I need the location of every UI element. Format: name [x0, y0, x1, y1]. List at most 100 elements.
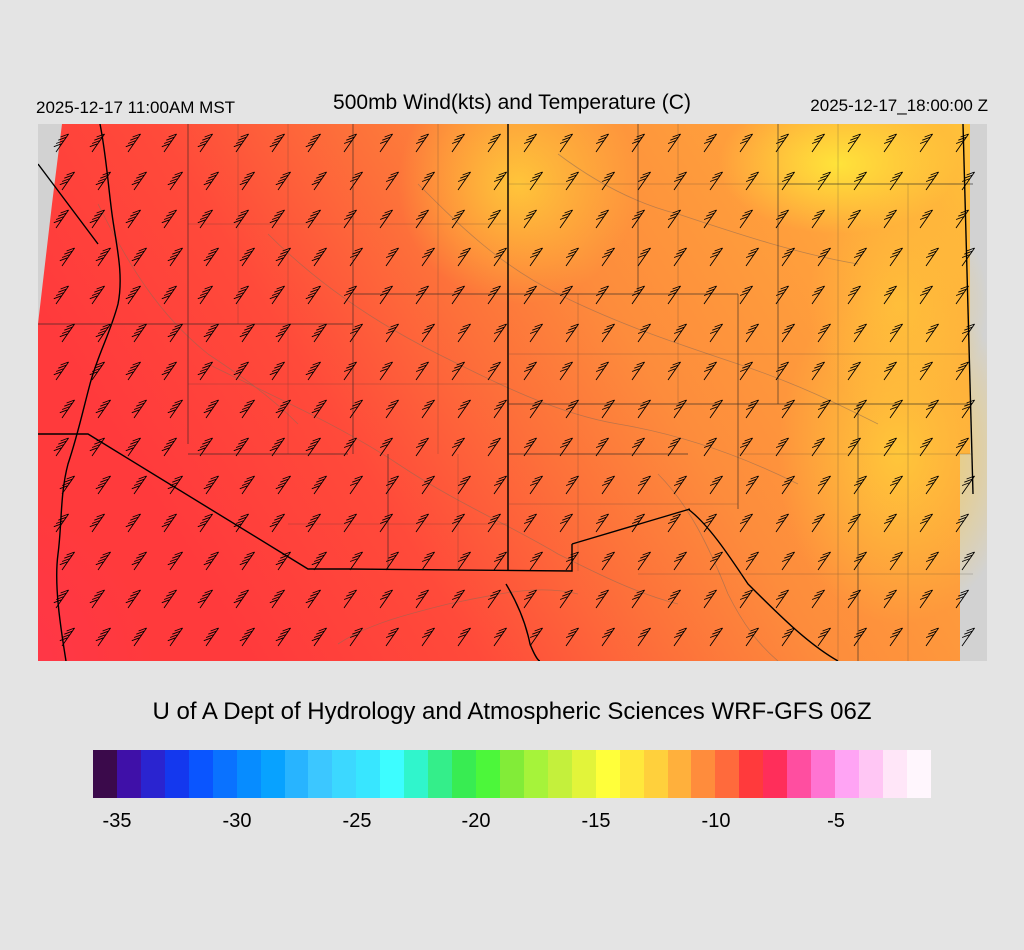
colorbar-swatch	[906, 750, 931, 798]
wind-barb	[559, 437, 573, 457]
wind-barb	[203, 171, 219, 191]
wind-barb	[95, 475, 111, 495]
wind-barb	[601, 171, 615, 191]
colorbar-swatch	[715, 750, 740, 798]
wind-barb	[451, 361, 465, 381]
wind-barb	[269, 133, 285, 153]
wind-barb	[703, 285, 717, 305]
wind-barb	[673, 627, 687, 647]
wind-barb	[667, 513, 681, 533]
wind-barb	[379, 133, 393, 153]
wind-barb	[379, 437, 393, 457]
colorbar-swatch	[882, 750, 907, 798]
colorbar-swatch	[140, 750, 165, 798]
wind-barb	[529, 551, 543, 571]
wind-barb	[493, 171, 507, 191]
wind-barb	[703, 209, 717, 229]
wind-barb	[167, 475, 183, 495]
wind-barb	[811, 285, 825, 305]
wind-barb	[631, 361, 645, 381]
colorbar-swatch	[595, 750, 620, 798]
wind-barb	[59, 323, 75, 343]
wind-barb	[487, 437, 501, 457]
wind-barb	[595, 361, 609, 381]
wind-barb	[523, 133, 537, 153]
wind-barb	[817, 323, 831, 343]
wind-barb	[161, 133, 177, 153]
wind-barb	[161, 437, 177, 457]
wind-barb	[637, 323, 651, 343]
wind-barb	[709, 171, 723, 191]
california-border	[38, 433, 350, 570]
valid-time-local: 2025-12-17 11:00AM MST	[36, 98, 236, 117]
wind-barb	[811, 437, 825, 457]
wind-barb	[673, 551, 687, 571]
wind-barb	[955, 437, 969, 457]
wind-barb	[233, 513, 249, 533]
state-boundaries	[38, 124, 973, 661]
pacific-coastline	[56, 124, 121, 661]
colorbar-tick-label: -10	[701, 810, 731, 832]
wind-barb	[889, 475, 903, 495]
wind-barb	[53, 513, 69, 533]
wind-barb	[379, 209, 393, 229]
wind-barb	[343, 209, 357, 229]
wind-barb	[565, 627, 579, 647]
wind-barb	[305, 133, 321, 153]
wind-barb	[167, 551, 183, 571]
wind-barb	[343, 133, 357, 153]
wind-barb	[451, 513, 465, 533]
colorbar-tick-label: -5	[827, 810, 845, 832]
wind-barb	[637, 171, 651, 191]
wind-barb	[559, 513, 573, 533]
wind-barb	[847, 437, 861, 457]
wind-barb	[811, 361, 825, 381]
wind-barb	[847, 513, 861, 533]
wind-barb	[385, 627, 399, 647]
colorbar-swatch	[404, 750, 429, 798]
wind-barb	[739, 209, 753, 229]
wind-barb	[781, 323, 795, 343]
wind-barb	[919, 589, 933, 609]
colorbar-tick-label: -35	[102, 810, 132, 832]
wind-barb	[811, 589, 825, 609]
wind-barb	[847, 209, 861, 229]
colorbar-swatch	[93, 750, 117, 798]
wind-barb	[167, 627, 183, 647]
colorbar-swatch	[787, 750, 812, 798]
wind-barb	[95, 627, 111, 647]
wind-barb	[523, 513, 537, 533]
wind-barb	[955, 361, 969, 381]
wind-barb	[415, 437, 429, 457]
wind-barb	[161, 285, 177, 305]
wind-barb	[817, 627, 831, 647]
wind-barb	[919, 285, 933, 305]
wind-barb	[781, 171, 795, 191]
colorbar-swatch	[356, 750, 381, 798]
wind-barb	[457, 627, 471, 647]
wind-barb	[161, 209, 177, 229]
wind-barb	[385, 475, 399, 495]
wind-barb	[745, 475, 759, 495]
wind-barb	[673, 247, 687, 267]
wind-barb	[781, 247, 795, 267]
wind-barb	[305, 589, 321, 609]
wind-barb	[883, 285, 897, 305]
colorbar-swatch	[619, 750, 644, 798]
wind-barb	[493, 475, 507, 495]
wind-barb	[203, 627, 219, 647]
wind-barb	[89, 285, 105, 305]
wind-barb	[95, 399, 111, 419]
wind-barb	[233, 133, 249, 153]
wind-barb	[343, 513, 357, 533]
wind-barb	[197, 437, 213, 457]
wind-barb	[233, 589, 249, 609]
wind-barb	[595, 285, 609, 305]
wind-barb	[523, 209, 537, 229]
wind-barb	[385, 171, 399, 191]
wind-barb	[305, 437, 321, 457]
wind-barb	[565, 247, 579, 267]
mexico-border-nm	[571, 508, 691, 545]
colorbar-tick-label: -15	[581, 810, 611, 832]
wind-barb	[197, 513, 213, 533]
